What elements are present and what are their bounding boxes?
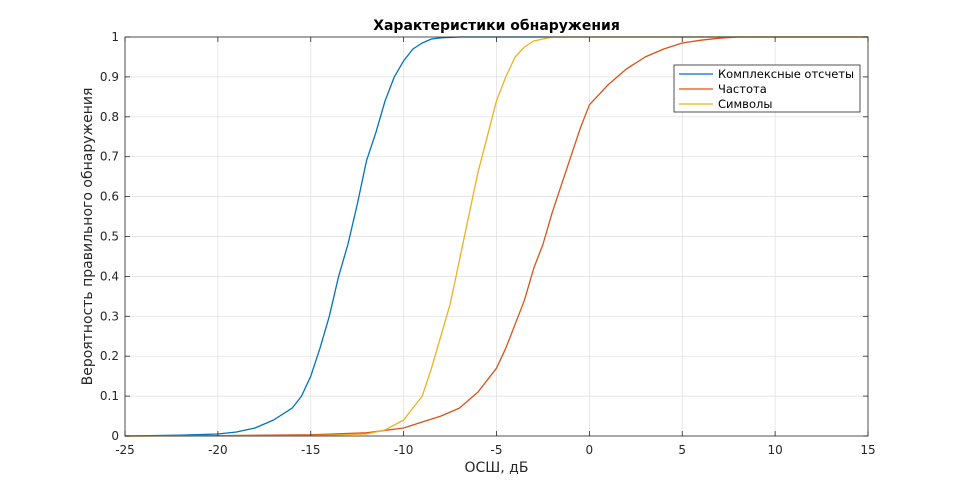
x-tick-label: 5 — [678, 443, 686, 457]
series-line-3 — [124, 36, 868, 437]
series-line-1 — [124, 36, 868, 437]
x-tick-label: -25 — [115, 443, 135, 457]
x-tick-label: -5 — [491, 443, 503, 457]
x-tick-label: 10 — [767, 443, 782, 457]
legend-entry-label: Комплексные отсчеты — [718, 67, 854, 81]
x-axis-label: ОСШ, дБ — [465, 460, 529, 476]
y-tick-label: 1 — [111, 30, 119, 44]
legend-entry-label: Символы — [718, 97, 772, 111]
y-tick-label: 0.6 — [100, 190, 119, 204]
series-lines — [124, 36, 868, 437]
axis-ticks: -25 -20 -15 -10 -5 0 5 10 15 0 0.1 0.2 0.3 0.4 0.5 0.6 0… — [100, 30, 876, 457]
series-line-2 — [124, 36, 868, 437]
y-tick-label: 0.5 — [100, 230, 119, 244]
y-tick-label: 0.9 — [100, 70, 119, 84]
y-tick-label: 0.3 — [100, 309, 119, 323]
x-tick-label: -15 — [301, 443, 321, 457]
y-tick-label: 0.2 — [100, 349, 119, 363]
legend-entry-label: Частота — [718, 82, 767, 96]
x-tick-label: 0 — [586, 443, 594, 457]
grid-lines — [124, 36, 869, 437]
x-tick-label: -20 — [208, 443, 228, 457]
y-tick-label: 0.4 — [100, 269, 119, 283]
x-tick-label: 15 — [860, 443, 875, 457]
y-tick-label: 0.7 — [100, 150, 119, 164]
y-axis-label: Вероятность правильного обнаружения — [80, 88, 96, 386]
chart-title: Характеристики обнаружения — [373, 18, 620, 34]
x-tick-label: -10 — [394, 443, 414, 457]
y-tick-label: 0.8 — [100, 110, 119, 124]
y-tick-label: 0 — [111, 429, 119, 443]
y-tick-label: 0.1 — [100, 389, 119, 403]
